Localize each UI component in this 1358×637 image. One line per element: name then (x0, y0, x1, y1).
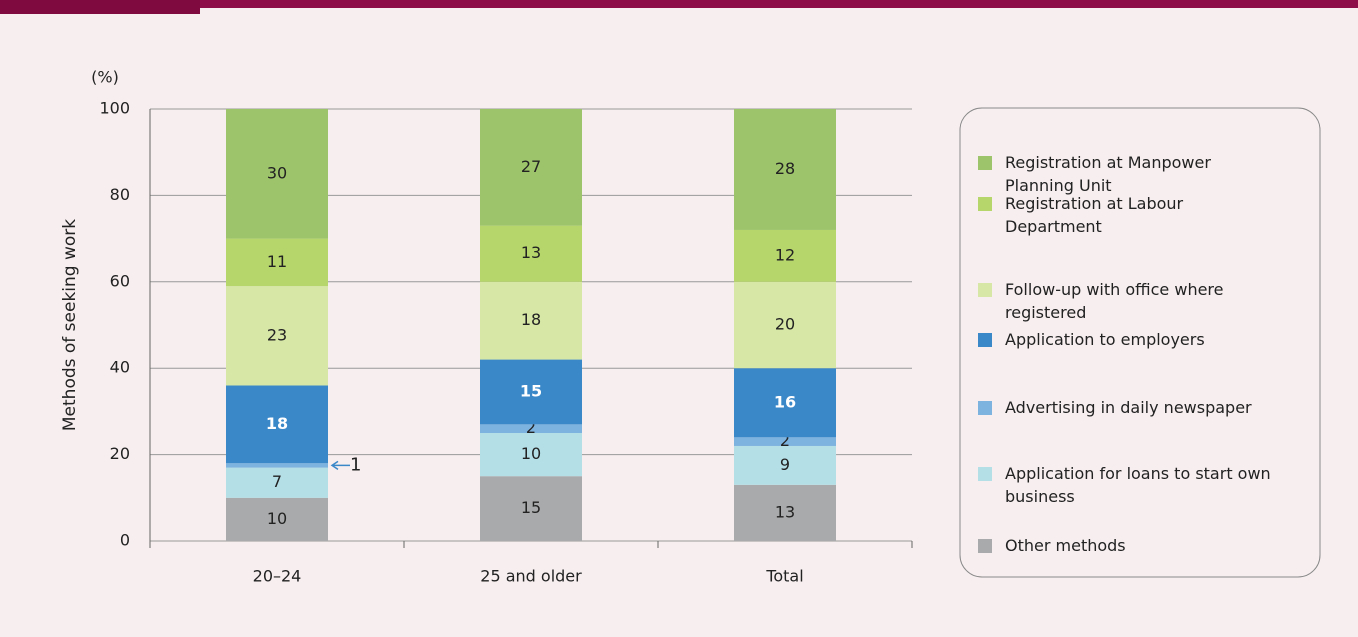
data-label: 30 (267, 163, 287, 182)
y-tick-label: 60 (110, 271, 130, 290)
data-label: 13 (521, 243, 541, 262)
legend-swatch (978, 401, 992, 415)
legend-label: Follow-up with office where registered (1005, 280, 1224, 322)
bar-segment (734, 445, 836, 485)
y-tick-label: 20 (110, 444, 130, 463)
bar-segment (226, 463, 328, 468)
legend-label: Advertising in daily newspaper (1005, 398, 1252, 417)
bar-segment (734, 368, 836, 438)
bar-segment (734, 109, 836, 230)
data-label: 10 (267, 509, 287, 528)
y-tick-label: 100 (99, 99, 130, 118)
data-label: 10 (521, 444, 541, 463)
legend-swatch (978, 197, 992, 211)
data-label: 27 (521, 157, 541, 176)
bar-segment (480, 424, 582, 433)
y-tick-label: 0 (120, 531, 130, 550)
y-axis-label: Methods of seeking work (60, 219, 80, 431)
bar-segment (226, 286, 328, 386)
legend-swatch (978, 333, 992, 347)
legend-label: Registration at Labour Department (1005, 194, 1184, 236)
data-label: 9 (780, 455, 790, 474)
x-tick-label: Total (765, 567, 803, 586)
bar-segment (480, 225, 582, 282)
legend-label: Registration at Manpower Planning Unit (1005, 153, 1211, 195)
x-tick-label: 25 and older (480, 567, 582, 586)
legend-swatch (978, 283, 992, 297)
data-label: 11 (267, 252, 287, 271)
bar-segment (226, 109, 328, 239)
bar-segment (734, 281, 836, 369)
bar-segment (734, 437, 836, 446)
legend-label: Application for loans to start own busin… (1005, 464, 1271, 506)
bar-segment (480, 281, 582, 360)
data-label: 28 (775, 159, 795, 178)
header-block (0, 0, 200, 14)
bar-segment (480, 359, 582, 425)
header-bar (200, 0, 1358, 8)
y-tick-label: 80 (110, 185, 130, 204)
data-label: 18 (521, 310, 541, 329)
legend-label: Application to employers (1005, 330, 1205, 349)
unit-label: (%) (91, 68, 119, 87)
data-label: 12 (775, 245, 795, 264)
data-label: 16 (774, 392, 796, 411)
data-label: 18 (266, 414, 288, 433)
data-label: 15 (521, 498, 541, 517)
data-label: 7 (272, 472, 282, 491)
bar-segment (226, 238, 328, 287)
legend-swatch (978, 539, 992, 553)
legend-swatch (978, 156, 992, 170)
bar-segment (734, 229, 836, 282)
data-label: 2 (780, 431, 790, 450)
legend-box (959, 107, 1321, 578)
bar-segment (480, 433, 582, 477)
bar-segment (226, 467, 328, 498)
bar-segment (226, 497, 328, 541)
data-label: 15 (520, 381, 542, 400)
legend-swatch (978, 467, 992, 481)
bar-segment (226, 385, 328, 464)
x-tick-label: 20–24 (253, 567, 302, 586)
legend-label: Other methods (1005, 536, 1126, 555)
bar-segment (480, 109, 582, 226)
data-label: 23 (267, 325, 287, 344)
data-label: 13 (775, 502, 795, 521)
data-label: 20 (775, 315, 795, 334)
data-label: 1 (350, 454, 361, 475)
y-tick-label: 40 (110, 358, 130, 377)
bar-segment (480, 476, 582, 541)
bar-segment (734, 484, 836, 541)
label-arrowhead (330, 460, 339, 471)
data-label: 2 (526, 418, 536, 437)
